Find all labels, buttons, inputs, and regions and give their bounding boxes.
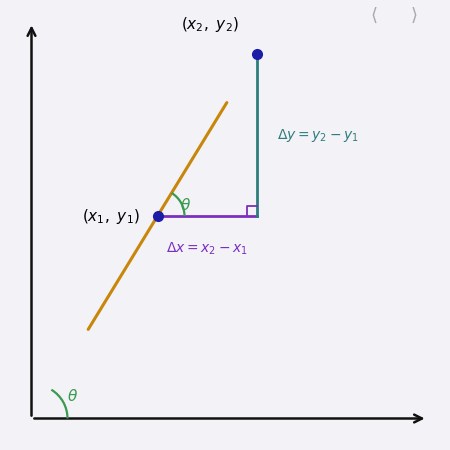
Text: $\langle$: $\langle$ (370, 6, 377, 25)
Text: $\theta$: $\theta$ (180, 197, 191, 213)
Text: $\Delta y = y_2 - y_1$: $\Delta y = y_2 - y_1$ (277, 126, 359, 144)
Text: $(x_1,\ y_1)$: $(x_1,\ y_1)$ (81, 207, 140, 225)
Text: $\theta$: $\theta$ (68, 388, 78, 405)
Text: $\Delta x = x_2 - x_1$: $\Delta x = x_2 - x_1$ (166, 241, 248, 257)
Text: $\rangle$: $\rangle$ (410, 6, 418, 25)
Text: $(x_2,\ y_2)$: $(x_2,\ y_2)$ (180, 15, 239, 34)
